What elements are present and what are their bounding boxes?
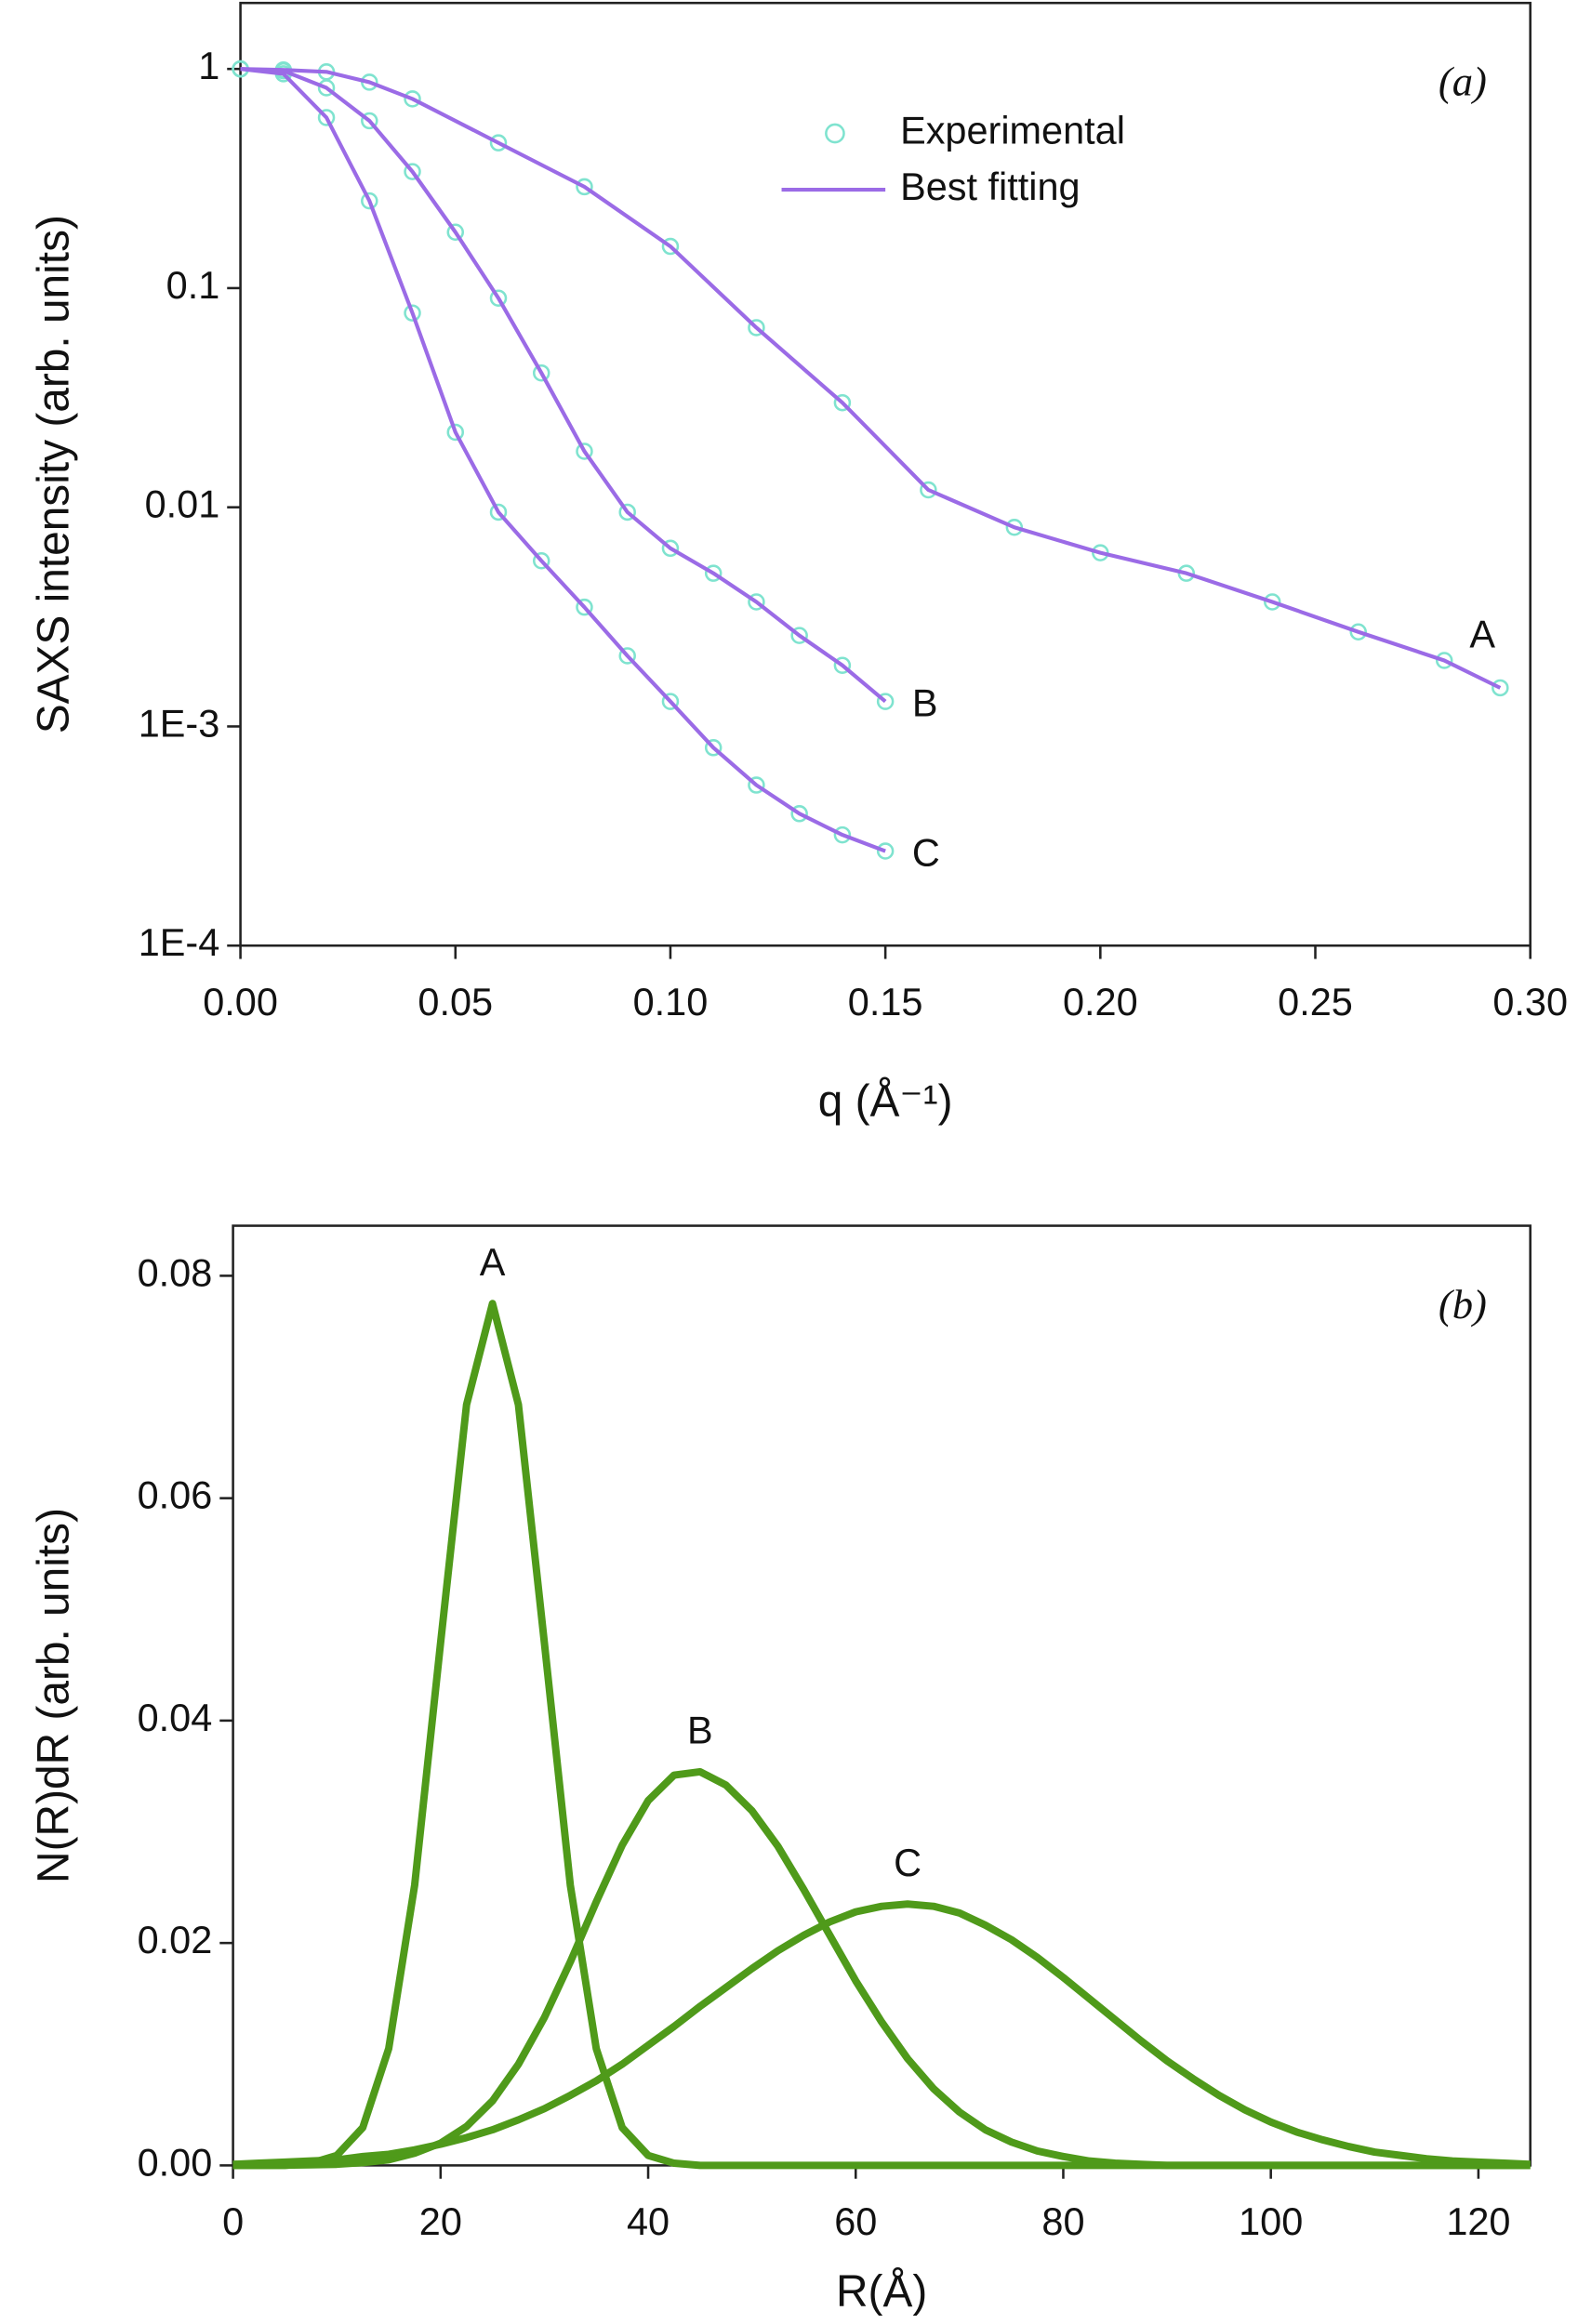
curve-label: C xyxy=(894,1841,922,1884)
x-tick-label: 20 xyxy=(419,2199,462,2243)
experimental-point xyxy=(1264,593,1281,611)
y-axis-label: SAXS intensity (arb. units) xyxy=(30,215,79,733)
experimental-point xyxy=(404,163,421,180)
x-tick-label: 120 xyxy=(1446,2199,1510,2243)
experimental-point xyxy=(790,805,808,823)
y-tick-label: 0.04 xyxy=(138,1696,213,1739)
y-tick-label: 0.00 xyxy=(138,2140,213,2184)
experimental-point xyxy=(446,423,465,442)
panel-label: (b) xyxy=(1439,1281,1487,1327)
experimental-point xyxy=(876,693,895,710)
y-tick-label: 0.06 xyxy=(138,1473,213,1517)
fit-line xyxy=(240,67,886,853)
curve-label: B xyxy=(687,1708,713,1751)
experimental-point xyxy=(361,191,378,210)
panel-label: (a) xyxy=(1439,59,1487,105)
experimental-point xyxy=(446,223,465,241)
experimental-point xyxy=(876,842,895,860)
experimental-point xyxy=(833,393,852,412)
experimental-point xyxy=(790,627,808,644)
experimental-point xyxy=(920,481,937,499)
experimental-point xyxy=(576,442,593,460)
experimental-point xyxy=(1005,519,1024,536)
y-axis-label: N(R)dR (arb. units) xyxy=(30,1508,79,1883)
experimental-point xyxy=(618,503,636,522)
y-tick-label: 1 xyxy=(198,44,219,87)
curve-label: A xyxy=(1469,613,1495,656)
experimental-point xyxy=(404,90,421,108)
x-tick-label: 80 xyxy=(1041,2199,1084,2243)
experimental-point xyxy=(404,304,421,322)
fit-line xyxy=(240,67,1502,690)
experimental-point xyxy=(576,598,593,616)
experimental-point xyxy=(661,693,680,710)
plot-frame xyxy=(239,1,1532,947)
experimental-point xyxy=(618,647,636,665)
x-axis-label: R(Å) xyxy=(836,2267,927,2317)
legend-label: Experimental xyxy=(900,108,1125,152)
y-tick-label: 1E-4 xyxy=(139,920,220,964)
experimental-point xyxy=(748,776,765,794)
experimental-point xyxy=(489,134,508,152)
experimental-point xyxy=(489,503,508,522)
y-tick-label: 1E-3 xyxy=(139,701,220,745)
x-tick-label: 0.30 xyxy=(1492,980,1568,1023)
y-tick-label: 0.02 xyxy=(138,1918,213,1961)
x-tick-label: 40 xyxy=(627,2199,670,2243)
experimental-point xyxy=(361,112,378,130)
experimental-point xyxy=(704,739,723,757)
x-tick-label: 60 xyxy=(834,2199,877,2243)
x-tick-label: 0 xyxy=(222,2199,244,2243)
legend-label: Best fitting xyxy=(900,165,1080,208)
experimental-point xyxy=(532,363,550,382)
y-tick-label: 0.01 xyxy=(145,482,220,526)
distribution-line xyxy=(232,1300,1531,2170)
x-tick-label: 0.05 xyxy=(418,980,493,1023)
y-tick-label: 0.08 xyxy=(138,1250,213,1294)
experimental-point xyxy=(317,79,336,97)
x-tick-label: 0.00 xyxy=(203,980,278,1023)
y-tick-label: 0.1 xyxy=(166,263,220,307)
experimental-point xyxy=(833,825,852,844)
experimental-point xyxy=(532,551,550,570)
distribution-line xyxy=(232,1767,1531,2170)
curve-label: A xyxy=(480,1240,506,1284)
experimental-point xyxy=(704,564,723,582)
legend-marker xyxy=(825,123,845,144)
fit-line xyxy=(240,67,887,704)
distribution-line xyxy=(232,1900,1531,2169)
experimental-point xyxy=(489,289,508,307)
experimental-point xyxy=(661,539,680,558)
curve-label: B xyxy=(912,680,938,724)
experimental-point xyxy=(576,178,593,196)
experimental-point xyxy=(1492,679,1509,697)
experimental-point xyxy=(1349,623,1367,641)
experimental-point xyxy=(317,109,336,126)
x-tick-label: 0.20 xyxy=(1063,980,1138,1023)
experimental-point xyxy=(748,593,765,611)
experimental-point xyxy=(1435,652,1453,669)
x-tick-label: 100 xyxy=(1239,2199,1303,2243)
x-tick-label: 0.10 xyxy=(633,980,709,1023)
x-tick-label: 0.25 xyxy=(1278,980,1353,1023)
experimental-point xyxy=(661,237,680,256)
x-axis-label: q (Å⁻¹) xyxy=(818,1076,953,1126)
curve-label: C xyxy=(912,830,940,874)
experimental-point xyxy=(833,656,852,674)
x-tick-label: 0.15 xyxy=(848,980,923,1023)
experimental-point xyxy=(748,319,765,337)
